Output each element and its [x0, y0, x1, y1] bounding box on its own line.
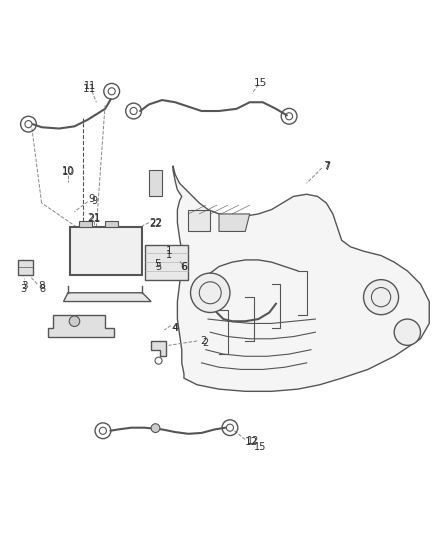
Text: 12: 12 [245, 437, 258, 447]
Text: 8: 8 [39, 284, 46, 294]
Polygon shape [188, 209, 210, 231]
Text: 22: 22 [149, 217, 162, 228]
Text: 6: 6 [181, 262, 187, 271]
Polygon shape [173, 166, 429, 391]
Text: 9: 9 [91, 196, 97, 206]
Text: 11: 11 [83, 84, 96, 94]
Polygon shape [219, 214, 250, 231]
Text: 11: 11 [84, 81, 96, 91]
Text: 8: 8 [38, 281, 45, 291]
Text: 2: 2 [200, 336, 207, 346]
Text: 9: 9 [88, 193, 95, 204]
Polygon shape [64, 293, 151, 302]
Circle shape [69, 316, 80, 327]
Text: 3: 3 [20, 284, 26, 294]
Text: 15: 15 [254, 77, 267, 87]
Text: 22: 22 [149, 219, 162, 229]
Polygon shape [70, 227, 142, 275]
Text: 1: 1 [165, 246, 172, 256]
Text: 5: 5 [155, 262, 162, 271]
Text: 7: 7 [324, 162, 330, 172]
Polygon shape [145, 245, 188, 280]
Text: 5: 5 [154, 260, 161, 269]
Polygon shape [18, 260, 33, 275]
Circle shape [394, 319, 420, 345]
Text: 1: 1 [166, 249, 173, 260]
Polygon shape [149, 170, 162, 197]
Text: 2: 2 [202, 338, 208, 348]
Text: 21: 21 [88, 214, 100, 224]
Polygon shape [151, 341, 166, 356]
Text: 15: 15 [254, 442, 267, 453]
Text: 12: 12 [247, 436, 259, 446]
Text: 7: 7 [323, 161, 330, 171]
Circle shape [364, 280, 399, 314]
Circle shape [151, 424, 160, 432]
Text: 4: 4 [173, 323, 179, 333]
Text: 10: 10 [62, 166, 74, 176]
Text: 4: 4 [172, 323, 179, 333]
Polygon shape [105, 221, 118, 227]
Polygon shape [48, 314, 114, 336]
Polygon shape [79, 221, 92, 227]
Circle shape [191, 273, 230, 312]
Text: 21: 21 [88, 213, 101, 223]
Text: 6: 6 [180, 262, 187, 271]
Text: 3: 3 [21, 281, 28, 291]
Text: 10: 10 [61, 167, 74, 177]
